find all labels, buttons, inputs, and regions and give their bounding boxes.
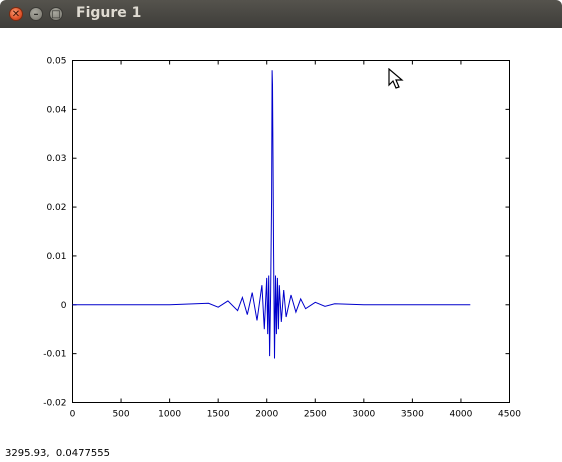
y-tick-label: -0.02 — [43, 399, 66, 409]
window-title: Figure 1 — [76, 5, 142, 21]
maximize-icon[interactable]: □ — [49, 7, 63, 21]
x-tick-label: 2000 — [255, 410, 278, 420]
minimize-icon[interactable]: – — [29, 7, 43, 21]
title-bar[interactable]: ✕ – □ Figure 1 — [0, 0, 562, 28]
y-tick-label: 0.01 — [46, 252, 66, 262]
y-tick-label: 0.04 — [46, 105, 66, 115]
x-tick-label: 1500 — [207, 410, 230, 420]
x-tick-label: 0 — [70, 410, 76, 420]
y-tick-label: 0.05 — [46, 57, 66, 67]
coordinate-readout: 3295.93, 0.0477555 — [5, 448, 110, 459]
x-tick-label: 1000 — [158, 410, 181, 420]
y-tick-label: -0.01 — [43, 350, 66, 360]
x-tick-label: 3000 — [352, 410, 375, 420]
mouse-cursor-icon — [388, 68, 404, 89]
close-icon[interactable]: ✕ — [9, 7, 23, 21]
y-tick-label: 0 — [61, 301, 67, 311]
x-tick-label: 4000 — [449, 410, 472, 420]
x-tick-label: 3500 — [401, 410, 424, 420]
x-tick-label: 2500 — [304, 410, 327, 420]
x-tick-label: 500 — [112, 410, 129, 420]
x-tick-label: 4500 — [498, 410, 521, 420]
plot-frame — [72, 60, 510, 403]
data-series-line — [72, 70, 471, 359]
y-tick-label: 0.03 — [46, 154, 66, 164]
plot-canvas[interactable]: 0 500 1000 1500 2000 2500 3000 3500 4000 4500 -0.0… — [0, 28, 562, 448]
y-tick-label: 0.02 — [46, 203, 66, 213]
